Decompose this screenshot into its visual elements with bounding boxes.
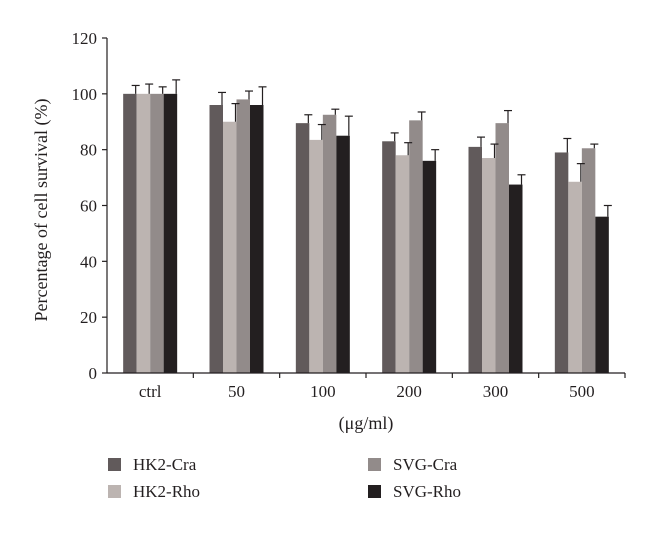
bar-hk2-cra-200: [382, 141, 396, 373]
x-tick-label: 300: [483, 382, 509, 401]
bar-hk2-cra-300: [468, 146, 482, 373]
bar-svg-rho-300: [509, 184, 523, 373]
y-tick-label: 20: [80, 308, 97, 327]
x-tick-label: 100: [310, 382, 336, 401]
bar-hk2-rho-50: [223, 121, 237, 373]
y-tick-label: 100: [72, 85, 98, 104]
legend: HK2-Cra SVG-Cra HK2-Rho SVG-Rho: [108, 455, 461, 501]
bar-svg-cra-50: [236, 99, 250, 374]
bar-svg-rho-ctrl: [163, 93, 178, 373]
bar-svg-cra-200: [409, 120, 423, 374]
x-tick-label: ctrl: [139, 382, 162, 401]
x-tick-label: 500: [569, 382, 595, 401]
bar-hk2-cra-500: [554, 152, 569, 373]
legend-label-svg-rho: SVG-Rho: [393, 482, 461, 501]
axes: [106, 38, 625, 374]
legend-swatch-hk2-cra: [108, 458, 121, 471]
bar-svg-rho-100: [336, 135, 350, 373]
bar-hk2-cra-50: [209, 105, 223, 373]
bar-svg-rho-50: [250, 105, 264, 373]
x-axis-ticks: ctrl 50 100 200 300 500: [139, 373, 626, 401]
bar-hk2-rho-300: [482, 158, 496, 373]
legend-swatch-svg-cra: [368, 458, 381, 471]
bar-svg-cra-100: [322, 114, 337, 373]
x-axis-title: (μg/ml): [339, 413, 394, 434]
legend-swatch-hk2-rho: [108, 485, 121, 498]
bar-hk2-cra-100: [295, 123, 310, 373]
legend-label-svg-cra: SVG-Cra: [393, 455, 458, 474]
y-tick-label: 60: [80, 197, 97, 216]
legend-label-hk2-cra: HK2-Cra: [133, 455, 197, 474]
x-tick-label: 200: [396, 382, 422, 401]
bar-svg-rho-200: [422, 160, 437, 373]
bar-svg-cra-500: [581, 148, 596, 373]
bar-hk2-rho-100: [309, 139, 323, 373]
bars: [123, 93, 609, 374]
error-bars: [131, 79, 612, 217]
bar-hk2-rho-500: [568, 181, 582, 373]
bar-hk2-rho-ctrl: [136, 93, 151, 373]
y-axis-ticks: 0 20 40 60 80 100 120: [72, 29, 107, 383]
bar-hk2-rho-200: [395, 155, 410, 373]
bar-svg-cra-ctrl: [150, 93, 164, 373]
legend-label-hk2-rho: HK2-Rho: [133, 482, 200, 501]
y-tick-label: 0: [89, 364, 98, 383]
y-axis-title: Percentage of cell survival (%): [31, 99, 52, 322]
y-tick-label: 80: [80, 141, 97, 160]
bar-svg-cra-300: [495, 123, 509, 373]
x-tick-label: 50: [228, 382, 245, 401]
bar-svg-rho-500: [595, 216, 609, 373]
y-tick-label: 40: [80, 252, 97, 271]
y-tick-label: 120: [72, 29, 98, 48]
bar-hk2-cra-ctrl: [123, 93, 137, 373]
legend-swatch-svg-rho: [368, 485, 381, 498]
